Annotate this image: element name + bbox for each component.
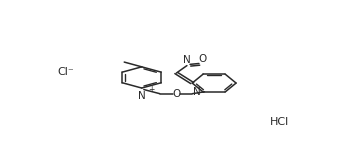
Text: Cl⁻: Cl⁻ [57,67,74,77]
Text: N: N [183,55,191,65]
Text: N: N [193,87,201,97]
Text: O: O [172,89,180,99]
Text: N: N [138,91,146,101]
Text: +: + [148,85,155,94]
Text: O: O [199,54,207,64]
Text: HCl: HCl [269,117,289,127]
